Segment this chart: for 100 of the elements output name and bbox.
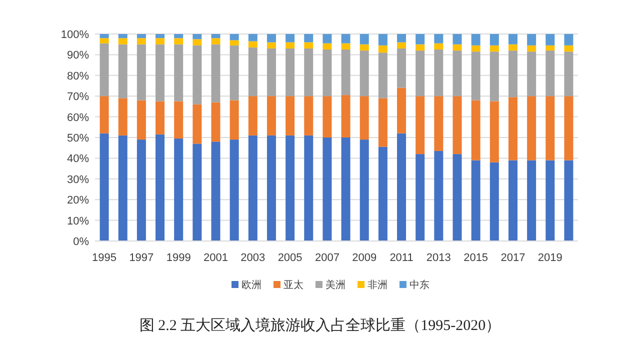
- bar: [452, 96, 462, 154]
- bar: [211, 34, 220, 38]
- y-tick-label: 70%: [66, 91, 90, 104]
- x-tick-label: 1999: [166, 252, 191, 264]
- bar: [397, 42, 406, 48]
- bar: [527, 96, 536, 160]
- bar: [416, 34, 425, 44]
- x-tick-label: 2009: [352, 252, 377, 264]
- bar: [248, 47, 258, 96]
- bar: [471, 52, 480, 100]
- bar: [360, 50, 369, 96]
- bar: [471, 34, 480, 46]
- bar: [546, 45, 555, 51]
- bar: [508, 160, 518, 241]
- bar: [118, 135, 128, 241]
- bar: [546, 160, 555, 241]
- x-tick-label: 2003: [240, 252, 266, 264]
- bar: [416, 154, 425, 241]
- bar: [192, 34, 202, 40]
- bar: [471, 45, 480, 52]
- bar: [434, 43, 444, 50]
- bar: [248, 96, 258, 136]
- legend-label: 非洲: [368, 279, 388, 291]
- bar: [564, 45, 574, 52]
- bar: [286, 48, 295, 96]
- bar: [322, 43, 332, 50]
- y-tick-label: 40%: [66, 153, 90, 166]
- bar: [192, 39, 202, 46]
- bar: [527, 45, 536, 52]
- bar: [546, 96, 555, 160]
- bar: [397, 88, 406, 134]
- bar: [546, 34, 555, 46]
- caption: 图 2.2 五大区域入境旅游收入占全球比重（1995-2020）: [139, 317, 501, 334]
- bar: [266, 42, 276, 48]
- bar: [471, 160, 480, 241]
- bar: [322, 138, 332, 241]
- x-tick-label: 2013: [426, 252, 451, 264]
- bar: [341, 95, 350, 138]
- bar: [490, 45, 499, 52]
- bar: [136, 140, 146, 241]
- legend-label: 美洲: [326, 279, 346, 291]
- bar: [100, 34, 109, 38]
- bar: [136, 44, 146, 100]
- bar: [136, 100, 146, 140]
- bar: [341, 43, 350, 50]
- bar: [100, 38, 109, 44]
- bar: [286, 34, 295, 42]
- bar: [452, 34, 462, 44]
- bar: [304, 96, 314, 136]
- bar: [286, 135, 295, 241]
- bar: [286, 96, 295, 136]
- x-tick-label: 2001: [204, 252, 228, 264]
- bar: [341, 34, 350, 44]
- bar: [100, 96, 109, 134]
- bar: [192, 144, 202, 241]
- bar: [490, 101, 499, 162]
- bar: [156, 38, 165, 44]
- bar: [118, 98, 128, 136]
- bar: [248, 41, 258, 48]
- bar: [341, 138, 350, 241]
- bar: [266, 48, 276, 96]
- bar: [174, 34, 184, 38]
- bar: [546, 50, 555, 96]
- bar: [527, 160, 536, 241]
- bar: [286, 42, 295, 48]
- bar: [471, 100, 480, 160]
- bar: [266, 135, 276, 241]
- y-tick-label: 60%: [66, 112, 90, 124]
- y-tick-label: 10%: [66, 215, 90, 228]
- bar: [416, 50, 425, 96]
- bar: [136, 38, 146, 44]
- bar: [100, 133, 109, 241]
- bar: [508, 50, 518, 98]
- bar: [118, 34, 128, 38]
- bar: [397, 34, 406, 42]
- bar: [322, 96, 332, 138]
- bar: [230, 45, 239, 100]
- bar: [248, 34, 258, 42]
- bar: [378, 52, 388, 98]
- bar: [322, 34, 332, 44]
- bar: [174, 44, 184, 102]
- bar: [452, 154, 462, 241]
- y-tick-label: 0%: [73, 236, 90, 248]
- bar: [341, 50, 350, 96]
- bar: [564, 96, 574, 160]
- bar: [192, 45, 202, 104]
- bar: [490, 162, 499, 241]
- bar: [100, 43, 109, 96]
- bar: [304, 48, 314, 96]
- bar: [452, 44, 462, 51]
- x-tick-label: 2017: [500, 252, 526, 264]
- bar: [434, 96, 444, 151]
- bar: [266, 96, 276, 136]
- bar: [230, 140, 239, 241]
- bar: [564, 34, 574, 46]
- x-tick-label: 1995: [92, 252, 117, 264]
- bar: [230, 40, 239, 46]
- bar: [230, 100, 239, 140]
- bar: [490, 52, 499, 102]
- bar: [490, 34, 499, 46]
